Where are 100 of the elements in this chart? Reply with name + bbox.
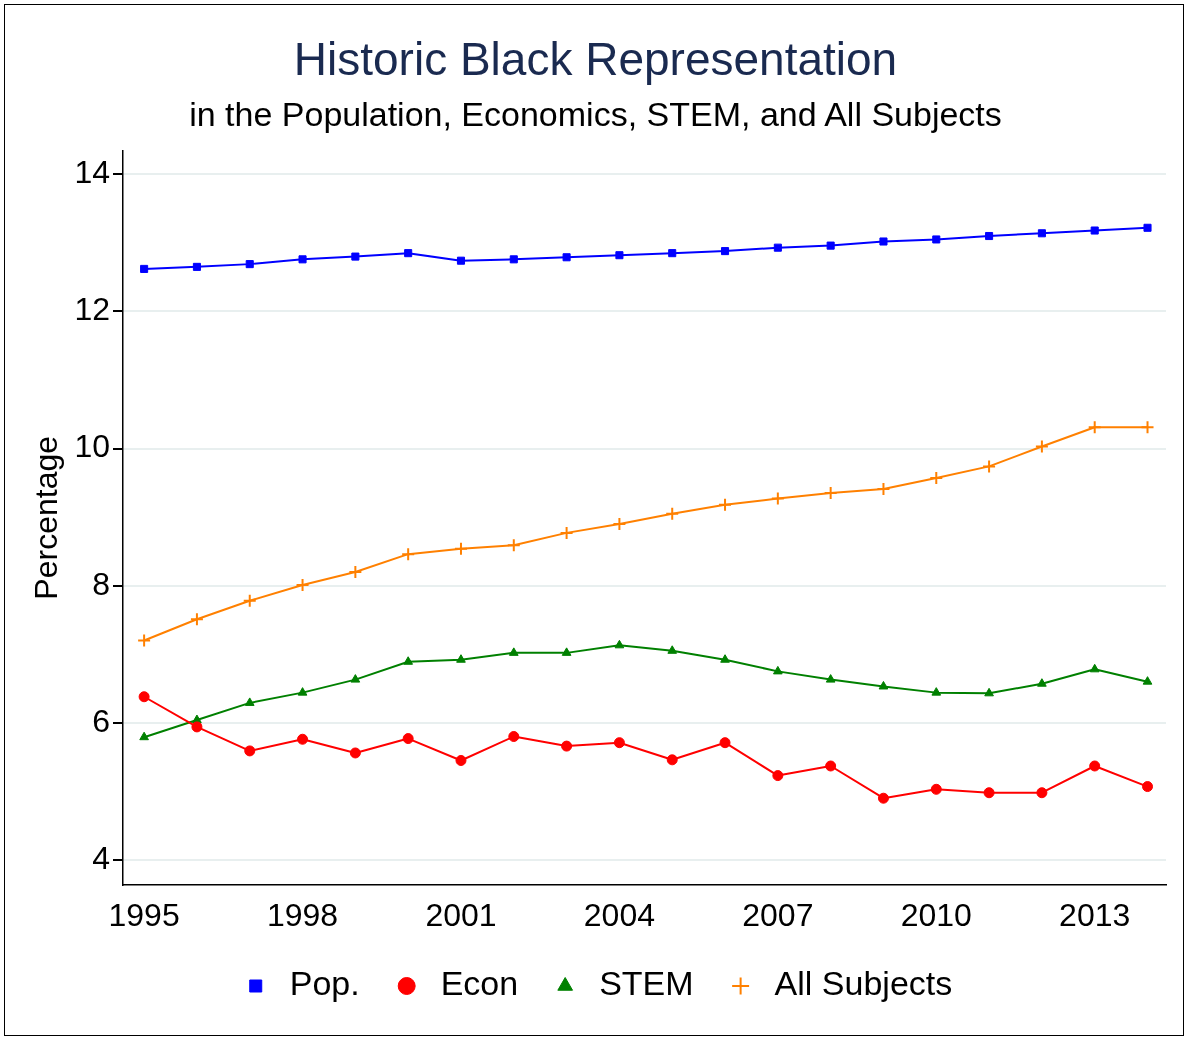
- point: [825, 760, 837, 772]
- x-tick-label: 2013: [1059, 896, 1131, 933]
- legend-label: Econ: [440, 964, 519, 1003]
- point: [348, 564, 363, 579]
- point: [349, 747, 361, 759]
- point: [402, 733, 414, 745]
- point: [140, 264, 149, 273]
- point: [298, 255, 307, 264]
- x-tick-label: 2001: [425, 896, 497, 933]
- y-tick-label: 6: [92, 702, 110, 739]
- point: [931, 687, 942, 696]
- point: [1034, 439, 1049, 454]
- point: [297, 733, 309, 745]
- point: [245, 260, 254, 269]
- point: [403, 656, 413, 665]
- point: [929, 471, 944, 486]
- point: [665, 506, 680, 521]
- point: [509, 255, 518, 264]
- point: [401, 547, 416, 562]
- legend-label: All Subjects: [774, 964, 953, 1003]
- x-tick-label: 2004: [583, 896, 656, 933]
- point: [404, 249, 413, 258]
- point: [456, 654, 466, 663]
- legend-label: STEM: [599, 964, 694, 1003]
- point: [612, 516, 627, 531]
- point: [615, 251, 624, 260]
- point: [666, 754, 678, 766]
- point: [192, 262, 201, 271]
- point: [297, 687, 308, 696]
- point: [982, 459, 997, 474]
- point: [350, 674, 361, 683]
- point: [772, 770, 784, 782]
- point: [1142, 676, 1153, 685]
- point: [985, 231, 994, 241]
- point: [932, 235, 941, 244]
- y-tick-label: 12: [74, 291, 110, 328]
- point: [1143, 223, 1152, 232]
- point: [295, 577, 310, 592]
- point: [139, 731, 149, 741]
- point: [508, 647, 519, 656]
- point: [613, 737, 625, 749]
- point: [561, 740, 573, 752]
- chart-title: Historic Black Representation: [293, 33, 898, 86]
- y-tick-label: 4: [92, 839, 110, 876]
- chart-subtitle: in the Population, Economics, STEM, and All Subjects: [189, 94, 1002, 133]
- point: [138, 691, 150, 703]
- point: [878, 680, 889, 690]
- point: [191, 721, 203, 733]
- point: [770, 491, 785, 506]
- point: [877, 792, 889, 804]
- y-axis-title: Percentage: [28, 435, 65, 600]
- point: [561, 647, 572, 656]
- point: [719, 737, 731, 749]
- point: [1087, 420, 1102, 435]
- point: [826, 241, 835, 250]
- point: [1036, 787, 1048, 799]
- point: [876, 482, 891, 496]
- x-tick-label: 1995: [108, 896, 180, 933]
- point: [1090, 226, 1099, 235]
- point: [1140, 420, 1155, 435]
- point: [453, 541, 468, 556]
- point: [773, 665, 783, 675]
- point: [506, 538, 521, 553]
- point: [1037, 229, 1046, 238]
- point: [192, 714, 202, 724]
- point: [455, 755, 467, 767]
- x-tick-label: 2007: [742, 896, 814, 933]
- point: [1089, 663, 1100, 673]
- point: [720, 654, 730, 663]
- y-tick-label: 10: [74, 428, 110, 465]
- point: [667, 645, 678, 654]
- point: [825, 674, 836, 683]
- point: [244, 745, 256, 757]
- point: [508, 731, 520, 743]
- point: [1037, 678, 1047, 687]
- point: [984, 687, 994, 697]
- point: [242, 593, 257, 608]
- point: [823, 486, 838, 501]
- point: [562, 253, 571, 262]
- point: [721, 247, 730, 256]
- y-tick-label: 14: [74, 154, 110, 191]
- point: [718, 497, 733, 512]
- point: [1142, 781, 1154, 793]
- point: [351, 252, 360, 261]
- point: [668, 249, 677, 258]
- y-tick-label: 8: [92, 565, 110, 602]
- legend-label: Pop.: [289, 964, 360, 1003]
- point: [559, 525, 574, 540]
- x-tick-label: 1998: [266, 896, 339, 933]
- point: [983, 787, 995, 799]
- point: [930, 783, 942, 795]
- point: [456, 256, 466, 265]
- point: [614, 639, 625, 649]
- x-tick-label: 2010: [900, 896, 972, 933]
- point: [244, 697, 255, 706]
- point: [773, 243, 782, 252]
- point: [1089, 760, 1101, 772]
- point: [137, 633, 152, 648]
- point: [879, 237, 888, 246]
- point: [189, 612, 204, 627]
